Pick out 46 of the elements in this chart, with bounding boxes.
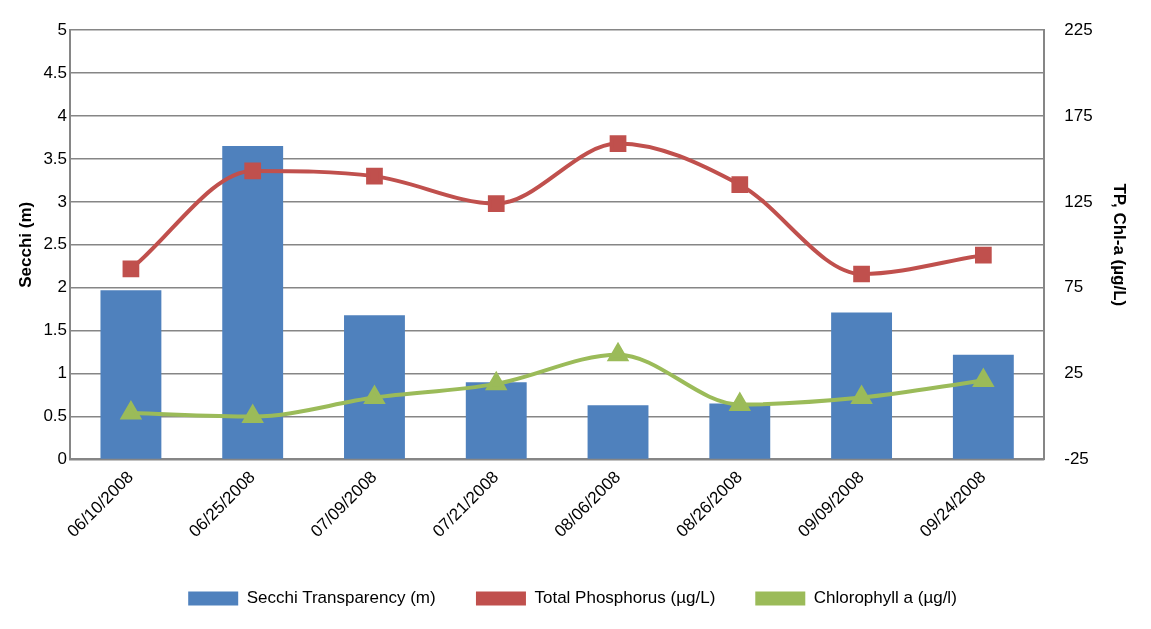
y-tick-label: 0.5 <box>43 406 68 426</box>
y2-tick-label: 75 <box>1064 277 1084 297</box>
point <box>485 370 508 391</box>
point <box>731 176 749 194</box>
point <box>363 384 386 405</box>
point <box>244 162 262 180</box>
bar <box>222 146 284 459</box>
bar <box>465 382 527 459</box>
y-tick-label: 1.5 <box>43 320 68 340</box>
y-tick-label: 2 <box>57 277 68 297</box>
bar <box>344 315 405 459</box>
bar <box>831 312 893 459</box>
point <box>853 265 870 283</box>
y-tick-label: 3 <box>57 191 68 211</box>
bar <box>952 354 1014 459</box>
y-tick-label: 3.5 <box>43 148 68 168</box>
point <box>487 195 505 212</box>
point <box>609 135 627 152</box>
y-tick-label: 1 <box>57 363 68 383</box>
y2-tick-label: 125 <box>1064 191 1093 211</box>
y-tick-label: 0 <box>57 449 68 469</box>
y2-axis-title: TP, Chl-a (µg/L) <box>1110 183 1130 307</box>
point <box>608 343 628 362</box>
y-tick-label: 4.5 <box>43 62 68 82</box>
y2-tick-label: -25 <box>1064 449 1089 469</box>
legend-label: Total Phosphorus (µg/L) <box>534 588 716 608</box>
y-tick-label: 5 <box>57 19 68 39</box>
bar <box>587 405 649 459</box>
point <box>850 384 873 405</box>
point <box>973 369 994 387</box>
y2-tick-label: 225 <box>1064 19 1093 39</box>
point <box>121 402 141 420</box>
legend-label: Secchi Transparency (m) <box>246 588 436 608</box>
point <box>122 260 140 278</box>
y-axis-title: Secchi (m) <box>15 201 35 288</box>
point <box>366 167 383 185</box>
y2-tick-label: 25 <box>1064 363 1084 383</box>
y2-tick-label: 175 <box>1064 105 1093 125</box>
y-tick-label: 2.5 <box>43 234 68 254</box>
point <box>974 246 992 264</box>
bar <box>709 403 771 459</box>
bar <box>100 290 162 459</box>
y-tick-label: 4 <box>57 105 68 125</box>
point <box>242 405 263 423</box>
point <box>730 393 750 411</box>
legend-label: Chlorophyll a (µg/l) <box>813 588 957 608</box>
